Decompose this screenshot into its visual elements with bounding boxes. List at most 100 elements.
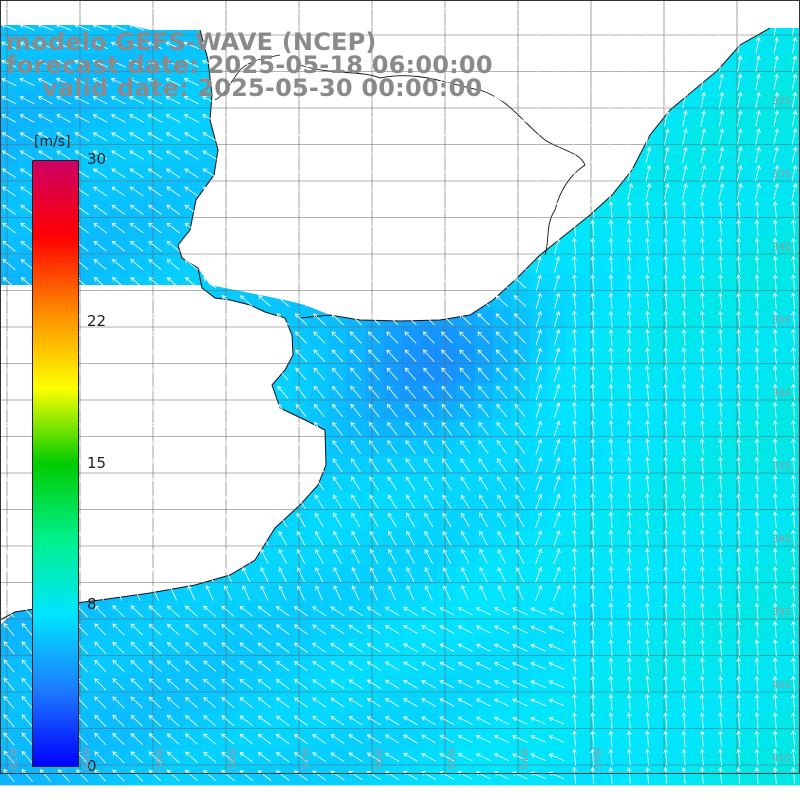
wind-arrow <box>699 712 705 729</box>
wind-arrow <box>205 494 215 509</box>
wind-arrow <box>330 734 345 744</box>
wind-arrow <box>791 493 796 510</box>
wind-arrow <box>736 474 742 492</box>
wind-arrow <box>148 660 162 672</box>
wind-arrow <box>439 41 455 50</box>
wind-speed-cell <box>784 401 800 421</box>
wind-arrow <box>22 494 32 509</box>
wind-arrow <box>459 313 472 326</box>
wind-arrow <box>663 730 669 748</box>
wind-arrow <box>736 201 742 218</box>
wind-arrow <box>111 186 126 197</box>
wind-arrow <box>791 347 796 364</box>
colorbar-tick-label: 30 <box>87 150 107 168</box>
wind-arrow <box>331 295 344 307</box>
wind-arrow <box>718 292 723 310</box>
wind-arrow <box>421 186 436 197</box>
wind-arrow <box>626 255 632 273</box>
wind-arrow <box>351 566 360 583</box>
wind-arrow <box>590 274 596 291</box>
wind-arrow <box>755 18 761 36</box>
wind-arrow <box>772 365 778 383</box>
wind-arrow <box>222 349 234 362</box>
wind-arrow <box>736 292 742 310</box>
wind-arrow <box>56 150 71 160</box>
wind-arrow <box>457 77 473 86</box>
wind-arrow <box>591 0 597 18</box>
wind-arrow <box>405 476 416 491</box>
wind-arrow <box>220 114 236 123</box>
wind-arrow <box>274 23 291 31</box>
wind-arrow <box>536 0 542 18</box>
wind-arrow <box>403 606 418 616</box>
wind-arrow <box>590 183 597 200</box>
wind-arrow <box>663 493 669 510</box>
wind-arrow <box>19 41 35 50</box>
wind-speed-cell <box>784 602 800 622</box>
wind-arrow <box>242 566 251 583</box>
wind-arrow <box>367 259 381 271</box>
wind-arrow <box>239 605 253 617</box>
wind-arrow <box>186 385 198 399</box>
wind-arrow <box>348 679 363 690</box>
wind-arrow <box>572 748 577 766</box>
wind-arrow <box>497 566 506 583</box>
wind-arrow <box>457 607 473 616</box>
wind-arrow <box>424 566 433 583</box>
wind-speed-cell <box>784 547 800 567</box>
wind-arrow <box>681 328 687 346</box>
wind-arrow <box>535 457 543 474</box>
wind-arrow <box>205 476 215 491</box>
wind-arrow <box>645 748 650 766</box>
wind-arrow <box>457 23 473 31</box>
wind-arrow <box>493 643 510 652</box>
wind-arrow <box>791 401 796 419</box>
wind-arrow <box>330 186 345 197</box>
wind-arrow <box>475 5 492 13</box>
latitude-label: 36S <box>772 388 792 399</box>
wind-arrow <box>645 730 650 748</box>
wind-arrow <box>93 295 107 307</box>
wind-arrow <box>493 5 510 13</box>
wind-arrow <box>591 128 597 145</box>
wind-arrow <box>202 168 217 179</box>
wind-arrow <box>645 164 652 182</box>
wind-arrow <box>457 168 473 179</box>
wind-arrow <box>424 530 434 546</box>
wind-arrow <box>130 714 143 727</box>
wind-arrow <box>293 168 309 179</box>
wind-arrow <box>441 440 453 454</box>
wind-arrow <box>590 529 596 547</box>
wind-arrow <box>645 401 650 419</box>
wind-arrow <box>204 403 216 418</box>
wind-arrow <box>348 752 363 763</box>
wind-speed-cell <box>784 529 800 549</box>
wind-arrow <box>627 91 633 109</box>
wind-arrow <box>148 605 162 618</box>
wind-arrow <box>548 607 565 615</box>
wind-arrow <box>572 73 579 91</box>
wind-arrow <box>406 585 415 601</box>
wind-arrow <box>475 643 491 652</box>
wind-arrow <box>37 5 54 13</box>
wind-arrow <box>385 259 399 271</box>
wind-arrow <box>293 59 309 68</box>
wind-arrow <box>609 91 615 109</box>
wind-arrow <box>718 602 723 620</box>
wind-arrow <box>664 110 670 127</box>
wind-arrow <box>384 150 400 160</box>
wind-arrow <box>130 678 143 691</box>
wind-arrow <box>293 132 309 142</box>
wind-arrow <box>2 240 16 252</box>
wind-arrow <box>113 494 124 509</box>
wind-arrow <box>129 96 145 105</box>
wind-speed-cell <box>784 127 800 147</box>
wind-arrow <box>329 41 346 50</box>
wind-arrow <box>590 712 596 729</box>
wind-arrow <box>1 186 16 197</box>
wind-arrow <box>403 222 418 234</box>
wind-arrow <box>348 150 363 160</box>
wind-arrow <box>645 693 650 711</box>
wind-arrow <box>772 675 778 693</box>
wind-arrow <box>366 204 381 215</box>
